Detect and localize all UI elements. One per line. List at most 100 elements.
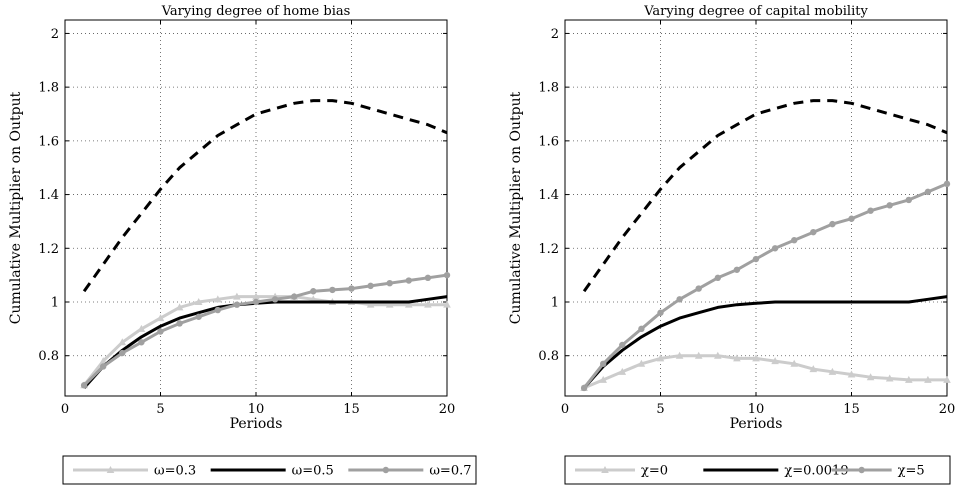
data-point bbox=[99, 357, 107, 365]
data-point bbox=[790, 359, 798, 367]
x-tick-label: 0 bbox=[561, 402, 569, 417]
x-tick-label: 15 bbox=[343, 402, 360, 417]
data-point bbox=[252, 292, 260, 300]
legend-label: ω=0.5 bbox=[292, 464, 334, 479]
data-point bbox=[424, 274, 432, 282]
data-point bbox=[771, 357, 779, 365]
data-point bbox=[657, 309, 664, 316]
series-0 bbox=[582, 99, 948, 293]
legend-marker bbox=[601, 466, 609, 473]
x-tick-label: 15 bbox=[843, 402, 860, 417]
data-point bbox=[118, 338, 127, 346]
data-point bbox=[138, 339, 145, 346]
y-tick-label: 1.4 bbox=[38, 188, 59, 203]
data-point bbox=[233, 301, 241, 308]
data-point bbox=[119, 349, 126, 357]
data-point bbox=[866, 373, 875, 381]
data-point bbox=[752, 255, 760, 263]
data-point bbox=[443, 300, 451, 308]
grid bbox=[65, 20, 447, 396]
data-point bbox=[157, 328, 164, 335]
y-tick-label: 1.2 bbox=[38, 242, 59, 257]
series-line bbox=[583, 354, 947, 390]
data-point bbox=[714, 274, 721, 282]
data-point bbox=[694, 351, 703, 359]
data-point bbox=[366, 300, 375, 308]
data-point bbox=[194, 298, 203, 305]
data-point bbox=[195, 313, 202, 320]
data-point bbox=[156, 314, 165, 322]
data-point bbox=[175, 303, 184, 311]
legend: χ=0 χ=0.0019 χ=5 bbox=[564, 455, 951, 485]
legend-label: χ=0 bbox=[641, 464, 668, 479]
series-3 bbox=[580, 180, 951, 392]
data-point bbox=[905, 375, 913, 383]
data-point bbox=[943, 375, 951, 383]
series-line bbox=[83, 273, 448, 387]
legend-item: ω=0.3 bbox=[73, 464, 196, 479]
legend-label: χ=0.0019 bbox=[784, 464, 848, 479]
data-point bbox=[348, 285, 355, 292]
legend-marker bbox=[106, 466, 115, 473]
y-tick-label: 1.6 bbox=[38, 134, 59, 149]
chart-home-bias: Varying degree of home bias 0 5 10 15 20 0.8 1 1… bbox=[8, 4, 477, 485]
data-point bbox=[905, 196, 912, 204]
legend-label: ω=0.3 bbox=[154, 464, 196, 479]
x-tick-label: 0 bbox=[61, 402, 69, 417]
series-line bbox=[582, 99, 948, 293]
y-tick-label: 1 bbox=[551, 296, 559, 311]
data-point bbox=[733, 354, 741, 362]
legend-marker bbox=[382, 466, 390, 474]
legend-item: χ=5 bbox=[831, 464, 925, 479]
data-point bbox=[924, 375, 932, 383]
data-point bbox=[676, 296, 683, 303]
y-axis-label: Cumulative Multiplier on Output bbox=[508, 91, 524, 324]
legend-label: ω=0.7 bbox=[429, 464, 471, 479]
y-tick-label: 0.8 bbox=[538, 349, 559, 364]
series-1 bbox=[580, 351, 951, 391]
legend-label: χ=5 bbox=[898, 464, 925, 479]
data-point bbox=[867, 207, 874, 214]
data-point bbox=[695, 285, 702, 292]
series-line bbox=[582, 295, 948, 389]
x-axis-label: Periods bbox=[730, 416, 783, 432]
data-point bbox=[137, 324, 146, 332]
data-point bbox=[424, 300, 432, 308]
chart-capital-mobility: Varying degree of capital mobility 0 5 10 15… bbox=[508, 4, 956, 485]
y-tick-label: 2 bbox=[551, 27, 559, 42]
data-point bbox=[752, 354, 760, 362]
data-point bbox=[233, 292, 241, 300]
data-point bbox=[214, 306, 221, 314]
legend-item: ω=0.7 bbox=[348, 464, 472, 479]
x-tick-label: 5 bbox=[656, 402, 664, 417]
series-0 bbox=[82, 99, 448, 293]
data-point bbox=[176, 320, 183, 327]
data-point bbox=[385, 300, 394, 308]
x-tick-label: 10 bbox=[248, 402, 265, 417]
x-axis-label: Periods bbox=[230, 416, 283, 432]
data-point bbox=[619, 341, 626, 349]
series-line bbox=[82, 295, 448, 389]
data-point bbox=[771, 245, 779, 252]
legend-marker bbox=[858, 466, 865, 474]
data-point bbox=[367, 282, 374, 290]
data-point bbox=[733, 266, 741, 273]
x-tick-label: 20 bbox=[939, 402, 956, 417]
data-point bbox=[791, 237, 798, 244]
data-point bbox=[886, 202, 893, 209]
series-line bbox=[82, 295, 447, 387]
data-point bbox=[310, 288, 317, 295]
chart-title: Varying degree of home bias bbox=[161, 4, 351, 19]
x-tick-label: 20 bbox=[439, 402, 456, 417]
y-tick-label: 1 bbox=[51, 296, 59, 311]
data-point bbox=[600, 360, 607, 367]
data-point bbox=[847, 370, 856, 378]
data-point bbox=[329, 286, 336, 294]
series-line bbox=[82, 99, 448, 293]
data-point bbox=[599, 375, 607, 383]
data-point bbox=[637, 359, 646, 367]
data-point bbox=[80, 382, 88, 389]
series-line bbox=[582, 182, 948, 389]
data-point bbox=[829, 220, 836, 228]
